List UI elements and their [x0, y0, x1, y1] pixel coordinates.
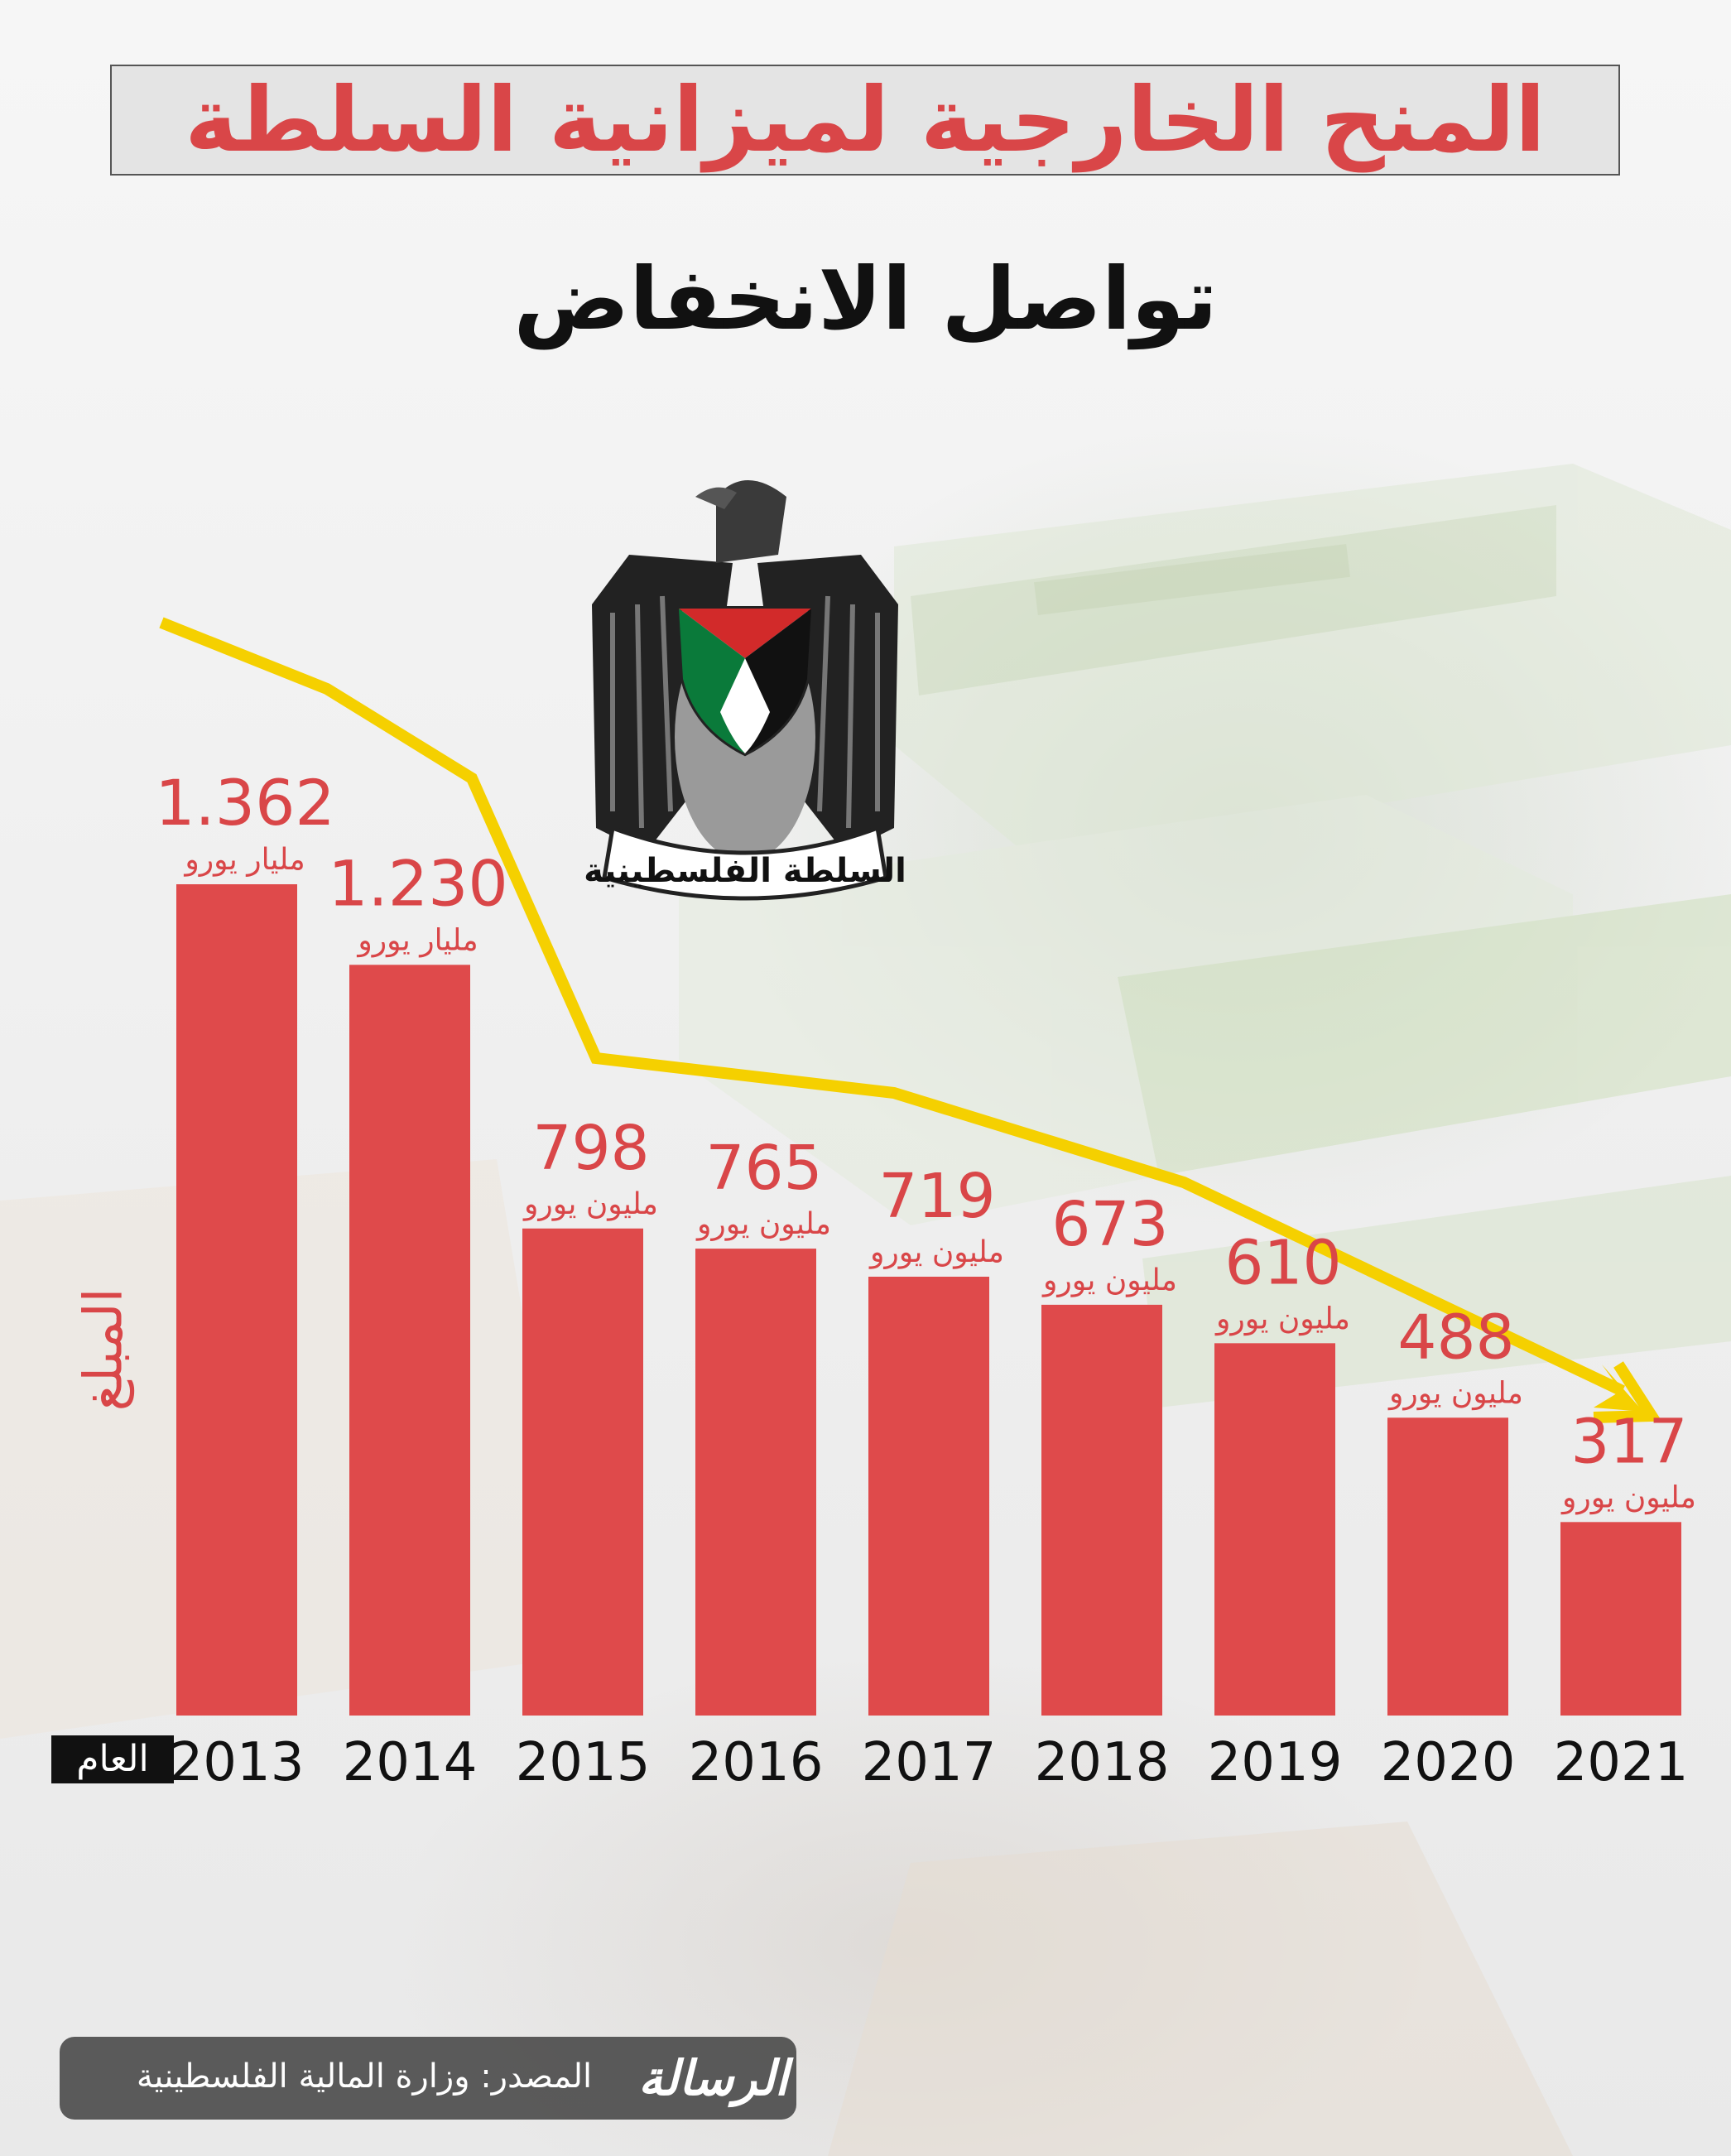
bar-2019 [1214, 1343, 1335, 1716]
value-label-2019: 610 [1224, 1227, 1341, 1298]
trend-line [159, 617, 1626, 1397]
bar-2020 [1387, 1417, 1508, 1716]
trend-arrowhead [1594, 1364, 1643, 1412]
bar-2018 [1041, 1304, 1162, 1716]
x-tick-2021: 2021 [1554, 1732, 1689, 1793]
unit-label-2017: مليون يورو [868, 1235, 1004, 1269]
x-tick-2015: 2015 [516, 1732, 651, 1793]
value-label-2018: 673 [1051, 1189, 1168, 1260]
x-tick-2013: 2013 [170, 1732, 305, 1793]
bar-2015 [522, 1228, 643, 1716]
bar-2017 [868, 1276, 989, 1716]
emblem-caption: السلطة الفلسطينية [584, 852, 906, 890]
unit-label-2018: مليون يورو [1041, 1263, 1177, 1297]
value-label-2016: 765 [705, 1133, 822, 1204]
x-axis-label: العام [51, 1735, 174, 1783]
bar-2021 [1560, 1522, 1681, 1716]
unit-label-2020: مليون يورو [1387, 1376, 1523, 1410]
bar-2016 [695, 1249, 816, 1716]
unit-label-2016: مليون يورو [695, 1207, 831, 1241]
chart-subtitle: تواصل الانخفاض [513, 248, 1218, 349]
x-tick-2017: 2017 [862, 1732, 997, 1793]
bar-2013 [176, 884, 297, 1716]
footer-logo: الرسالة [638, 2050, 788, 2106]
value-label-2014: 1.230 [328, 846, 508, 920]
x-tick-2014: 2014 [343, 1732, 478, 1793]
bar-2014 [349, 965, 470, 1716]
emblem-scroll [602, 825, 888, 901]
value-label-2017: 719 [878, 1161, 995, 1232]
unit-label-2021: مليون يورو [1560, 1480, 1696, 1514]
x-tick-2016: 2016 [689, 1732, 824, 1793]
unit-label-2015: مليون يورو [522, 1187, 658, 1221]
x-tick-2020: 2020 [1381, 1732, 1516, 1793]
x-tick-2018: 2018 [1035, 1732, 1170, 1793]
value-label-2021: 317 [1570, 1406, 1687, 1477]
trend-arrowhead-stroke [1593, 1361, 1662, 1423]
x-tick-2019: 2019 [1208, 1732, 1343, 1793]
unit-label-2014: مليار يورو [356, 923, 478, 957]
chart-title: المنح الخارجية لميزانية السلطة [185, 68, 1546, 172]
palestinian-authority-emblem: السلطة الفلسطينية [584, 480, 906, 901]
title-box [110, 65, 1620, 176]
footer-bar [60, 2037, 796, 2120]
unit-label-2019: مليون يورو [1214, 1302, 1350, 1335]
value-label-2015: 798 [532, 1113, 649, 1184]
footer-source: المصدر: وزارة المالية الفلسطينية [136, 2057, 593, 2096]
value-label-2020: 488 [1397, 1302, 1514, 1373]
unit-label-2013: مليار يورو [183, 843, 305, 877]
eagle-head [716, 480, 786, 563]
value-label-2013: 1.362 [155, 766, 335, 840]
